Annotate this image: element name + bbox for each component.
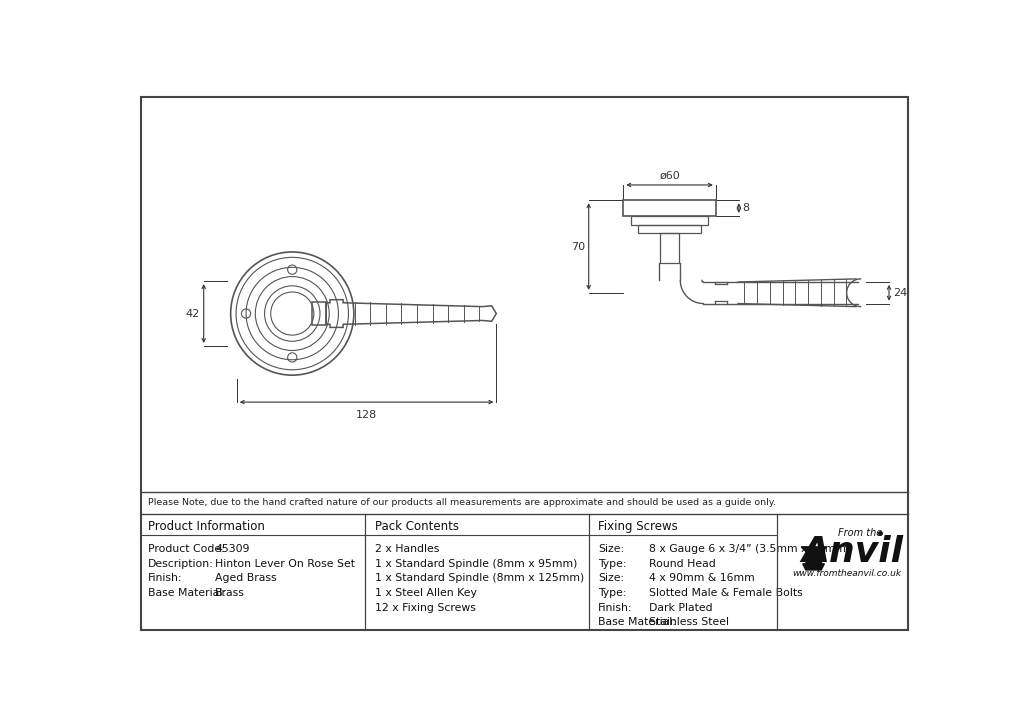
Text: From the: From the	[838, 528, 882, 538]
Text: ø60: ø60	[659, 171, 680, 181]
Text: Hinton Lever On Rose Set: Hinton Lever On Rose Set	[215, 559, 355, 569]
Text: 8: 8	[742, 203, 750, 213]
Text: Product Code:: Product Code:	[147, 544, 224, 554]
Bar	[638, 225, 701, 233]
Text: 1 x Standard Spindle (8mm x 95mm): 1 x Standard Spindle (8mm x 95mm)	[375, 559, 578, 569]
Text: 1 x Steel Allen Key: 1 x Steel Allen Key	[375, 588, 476, 598]
Text: Aged Brass: Aged Brass	[215, 573, 276, 583]
Text: Pack Contents: Pack Contents	[375, 520, 459, 533]
Text: 128: 128	[356, 410, 377, 420]
Bar	[660, 233, 679, 264]
Text: 42: 42	[185, 309, 200, 318]
Polygon shape	[801, 547, 826, 553]
Text: 8 x Gauge 6 x 3/4” (3.5mm x 19mm): 8 x Gauge 6 x 3/4” (3.5mm x 19mm)	[649, 544, 850, 554]
Text: Anvil: Anvil	[801, 535, 903, 570]
Bar	[624, 200, 716, 216]
Text: Please Note, due to the hand crafted nature of our products all measurements are: Please Note, due to the hand crafted nat…	[147, 498, 775, 507]
Text: Type:: Type:	[598, 559, 627, 569]
Text: Finish:: Finish:	[147, 573, 182, 583]
Text: www.fromtheanvil.co.uk: www.fromtheanvil.co.uk	[793, 569, 901, 577]
Text: Fixing Screws: Fixing Screws	[598, 520, 678, 533]
Bar	[312, 302, 326, 325]
Bar	[631, 216, 708, 225]
Text: Finish:: Finish:	[598, 603, 633, 613]
Text: Description:: Description:	[147, 559, 213, 569]
Text: 2 x Handles: 2 x Handles	[375, 544, 439, 554]
Text: Type:: Type:	[598, 588, 627, 598]
Text: Slotted Male & Female Bolts: Slotted Male & Female Bolts	[649, 588, 803, 598]
Polygon shape	[806, 553, 823, 564]
Text: 1 x Standard Spindle (8mm x 125mm): 1 x Standard Spindle (8mm x 125mm)	[375, 573, 584, 583]
Text: Stainless Steel: Stainless Steel	[649, 617, 729, 627]
Text: 12 x Fixing Screws: 12 x Fixing Screws	[375, 603, 475, 613]
Text: 4 x 90mm & 16mm: 4 x 90mm & 16mm	[649, 573, 755, 583]
Text: Size:: Size:	[598, 573, 624, 583]
Text: Dark Plated: Dark Plated	[649, 603, 713, 613]
Text: 24: 24	[893, 288, 907, 298]
Text: 70: 70	[570, 241, 585, 251]
Text: Product Information: Product Information	[147, 520, 264, 533]
Text: 45309: 45309	[215, 544, 250, 554]
Text: Base Material:: Base Material:	[598, 617, 676, 627]
Text: Base Material:: Base Material:	[147, 588, 225, 598]
Text: Round Head: Round Head	[649, 559, 716, 569]
Polygon shape	[803, 564, 824, 570]
Text: Brass: Brass	[215, 588, 245, 598]
Text: Size:: Size:	[598, 544, 624, 554]
